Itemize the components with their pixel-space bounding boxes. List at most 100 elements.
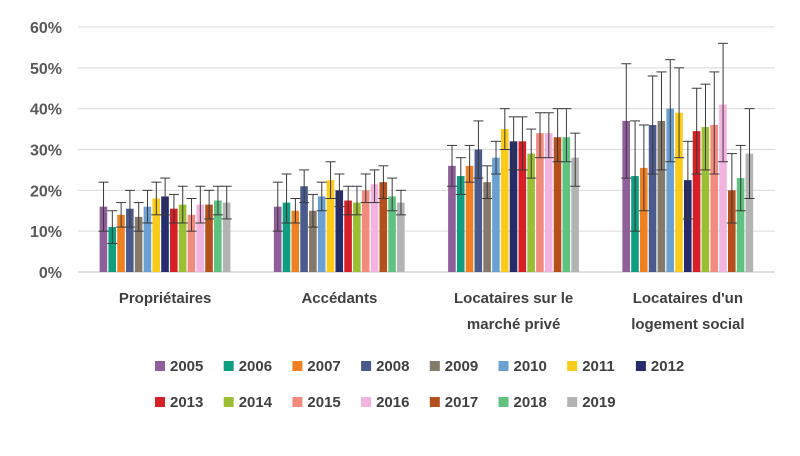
bar [710, 125, 718, 272]
bar [379, 182, 388, 272]
bar [361, 190, 370, 272]
legend: 2005 2006 2007 2008 2009 2010 2011 2012 2013 2014… [155, 358, 684, 411]
bar [518, 141, 527, 272]
bar [727, 190, 736, 272]
legend-swatch [155, 397, 165, 407]
legend-swatch [567, 397, 578, 407]
x-category-label: Locataires d'un [633, 290, 743, 307]
bar [187, 214, 196, 272]
y-tick-label: 40% [30, 102, 62, 119]
bar [456, 176, 465, 272]
bar [648, 125, 657, 272]
bar [666, 108, 674, 273]
bar [353, 202, 361, 272]
bar [675, 112, 683, 272]
y-tick-label: 10% [30, 224, 62, 241]
legend-swatch [223, 397, 234, 407]
bar [683, 180, 692, 272]
x-category-label: Locataires sur le [454, 290, 573, 307]
bar [335, 190, 344, 272]
legend-entry: 2019 [582, 394, 615, 411]
bar [282, 202, 291, 272]
x-category-label: marché privé [467, 316, 560, 333]
bar [571, 157, 579, 272]
bar [388, 196, 396, 272]
bar [474, 149, 483, 272]
legend-entry: 2014 [239, 394, 273, 411]
bar [719, 104, 727, 272]
y-axis: 0% 10% 20% 30% 40% 50% 60% [30, 20, 62, 282]
bar [736, 178, 745, 272]
bar [178, 204, 187, 272]
legend-swatch [223, 361, 234, 371]
bar [536, 133, 544, 272]
legend-swatch [429, 397, 440, 407]
legend-entry: 2013 [170, 394, 203, 411]
bar [300, 186, 308, 272]
legend-swatch [155, 361, 165, 371]
y-tick-label: 30% [30, 143, 62, 160]
bar [117, 214, 125, 272]
bar [483, 182, 491, 272]
legend-entry: 2015 [307, 394, 340, 411]
bar [527, 153, 535, 272]
bar [205, 204, 213, 272]
bar [170, 208, 178, 272]
bars [99, 104, 754, 273]
bar [309, 210, 317, 272]
bar [196, 204, 205, 272]
bar [500, 129, 509, 272]
legend-swatch [429, 361, 440, 371]
bar [344, 200, 352, 272]
bar [143, 206, 152, 272]
bar [657, 120, 666, 273]
bar [701, 127, 710, 273]
bar [622, 120, 630, 273]
legend-entry: 2007 [307, 358, 340, 375]
bar [639, 167, 648, 272]
legend-swatch [361, 397, 372, 407]
y-tick-label: 0% [39, 265, 62, 282]
x-category-label: Accédants [301, 290, 377, 307]
bar [544, 133, 553, 272]
bar [397, 202, 405, 272]
bar [492, 157, 500, 272]
error-bars [98, 42, 755, 244]
legend-entry: 2005 [170, 358, 203, 375]
bar [562, 137, 571, 272]
x-category-label: Propriétaires [119, 290, 212, 307]
legend-entry: 2010 [514, 358, 547, 375]
legend-swatch [292, 361, 303, 371]
legend-swatch [361, 361, 372, 371]
bar [465, 165, 474, 272]
x-axis: Propriétaires Accédants Locataires sur le m… [119, 290, 745, 333]
y-tick-label: 60% [30, 20, 62, 37]
bar [553, 137, 562, 272]
legend-entry: 2009 [445, 358, 478, 375]
bar [326, 180, 335, 272]
legend-swatch [567, 361, 578, 371]
y-tick-label: 20% [30, 183, 62, 200]
y-tick-label: 50% [30, 61, 62, 78]
bar [509, 141, 518, 272]
legend-entry: 2011 [582, 358, 615, 375]
legend-entry: 2017 [445, 394, 478, 411]
bar [152, 198, 161, 272]
x-category-label: logement social [631, 316, 744, 333]
legend-entry: 2008 [376, 358, 409, 375]
legend-entry: 2016 [376, 394, 409, 411]
bar [214, 200, 222, 272]
legend-entry: 2006 [239, 358, 272, 375]
legend-swatch [498, 361, 509, 371]
legend-swatch [635, 361, 646, 371]
bar [134, 216, 143, 272]
legend-swatch [292, 397, 303, 407]
bar [222, 202, 231, 272]
legend-entry: 2018 [514, 394, 547, 411]
bar [99, 206, 108, 272]
bar [370, 184, 379, 272]
bar [108, 227, 117, 272]
bar [161, 196, 169, 272]
bar [317, 196, 326, 272]
bar [448, 165, 456, 272]
